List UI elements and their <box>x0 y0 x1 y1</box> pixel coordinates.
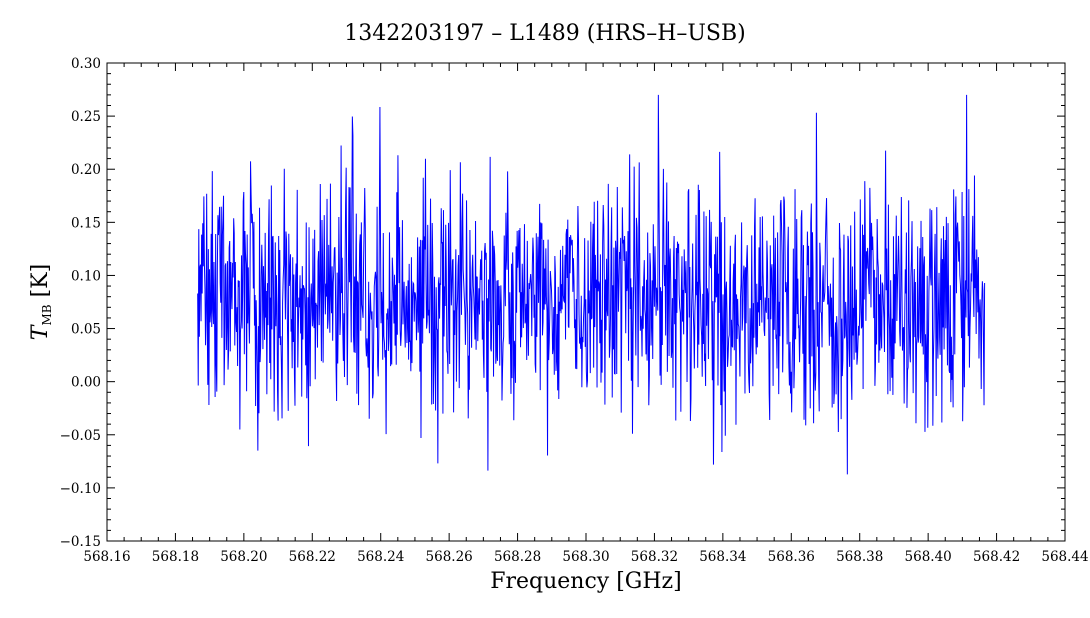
y-tick-label: −0.05 <box>60 428 101 444</box>
x-tick-label: 568.22 <box>289 549 336 565</box>
x-tick-label: 568.40 <box>905 549 952 565</box>
y-axis: −0.15 −0.10 −0.05 0.00 0.05 0.10 0.15 0.20 0.25 0… <box>60 56 1065 550</box>
x-tick-label: 568.16 <box>83 549 130 565</box>
x-tick-label: 568.30 <box>562 549 609 565</box>
y-tick-label: 0.05 <box>71 322 101 338</box>
y-axis-label: TMB [K] <box>28 264 54 340</box>
x-tick-label: 568.26 <box>426 549 473 565</box>
y-tick-label: 0.25 <box>71 109 101 125</box>
y-axis-label-sub: MB <box>40 304 54 325</box>
x-tick-label: 568.20 <box>220 549 267 565</box>
y-tick-label: 0.10 <box>71 268 101 284</box>
y-axis-label-main: T <box>28 323 53 340</box>
x-axis-label: Frequency [GHz] <box>490 569 682 594</box>
x-tick-label: 568.18 <box>152 549 199 565</box>
x-axis: 568.16 568.18 568.20 568.22 568.24 568.26 568.… <box>83 63 1089 565</box>
x-tick-label: 568.38 <box>836 549 883 565</box>
x-tick-label: 568.28 <box>494 549 541 565</box>
x-tick-label: 568.44 <box>1041 549 1088 565</box>
x-tick-label: 568.24 <box>357 549 404 565</box>
x-tick-label: 568.34 <box>699 549 746 565</box>
x-tick-label: 568.36 <box>768 549 815 565</box>
x-tick-label: 568.42 <box>973 549 1020 565</box>
plot-area <box>197 94 986 475</box>
y-tick-label: 0.30 <box>71 56 101 72</box>
y-tick-label: 0.00 <box>71 375 101 391</box>
chart-title: 1342203197 – L1489 (HRS–H–USB) <box>344 21 746 46</box>
y-tick-label: 0.15 <box>71 215 101 231</box>
y-tick-label: 0.20 <box>71 162 101 178</box>
y-axis-label-unit: [K] <box>28 264 53 305</box>
y-tick-label: −0.15 <box>60 534 101 550</box>
y-tick-label: −0.10 <box>60 481 101 497</box>
spectrum-series-line <box>197 94 986 475</box>
x-tick-label: 568.32 <box>631 549 678 565</box>
